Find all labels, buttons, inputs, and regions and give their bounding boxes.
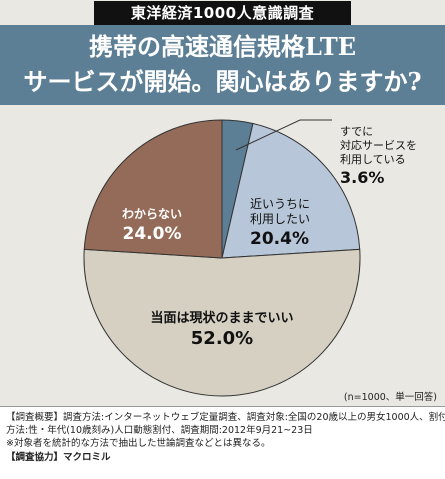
- slice-label-1-line-0: 近いうちに: [250, 197, 310, 211]
- pie-slice-1: [221, 122, 361, 259]
- pie-slice-2: [83, 248, 361, 397]
- slice-label-3-line-0: わからない: [122, 207, 182, 221]
- survey-footer: 【調査概要】調査方法:インターネットウェブ定量調査、調査対象:全国の20歳以上の…: [0, 406, 445, 479]
- slice-label-0-line-0: すでに: [340, 125, 373, 138]
- slice-label-0-line-2: 利用している: [340, 153, 406, 166]
- slice-value-0: 3.6%: [340, 168, 384, 187]
- sample-note: (n=1000、単一回答): [344, 391, 437, 403]
- footer-line-2: 方法:性・年代(10歳刻み)人口動態割付、調査期間:2012年9月21~23日: [6, 425, 313, 436]
- slice-label-2-line-0: 当面は現状のままでいい: [150, 310, 293, 326]
- chart-title-line-1: 携帯の高速通信規格LTE: [88, 32, 357, 61]
- leader-line: [235, 119, 332, 151]
- chart-title-line-2: サービスが開始。関心はありますか?: [23, 67, 422, 96]
- slice-value-2: 52.0%: [191, 328, 253, 349]
- footer-line-3: ※対象者を統計的な方法で抽出した世論調査などとは異なる。: [6, 438, 271, 449]
- slice-value-1: 20.4%: [250, 229, 309, 249]
- slice-value-3: 24.0%: [123, 224, 182, 244]
- footer-line-1: 【調査概要】調査方法:インターネットウェブ定量調査、調査対象:全国の20歳以上の…: [6, 412, 445, 423]
- slice-label-0-line-1: 対応サービスを: [340, 138, 417, 152]
- title-banner: [0, 25, 445, 105]
- survey-tag: 東洋経済1000人意識調査: [94, 1, 351, 25]
- footer-line-4: 【調査協力】マクロミル: [6, 452, 111, 463]
- pie-slice-3: [83, 119, 223, 259]
- slice-label-1-line-1: 利用したい: [250, 212, 310, 226]
